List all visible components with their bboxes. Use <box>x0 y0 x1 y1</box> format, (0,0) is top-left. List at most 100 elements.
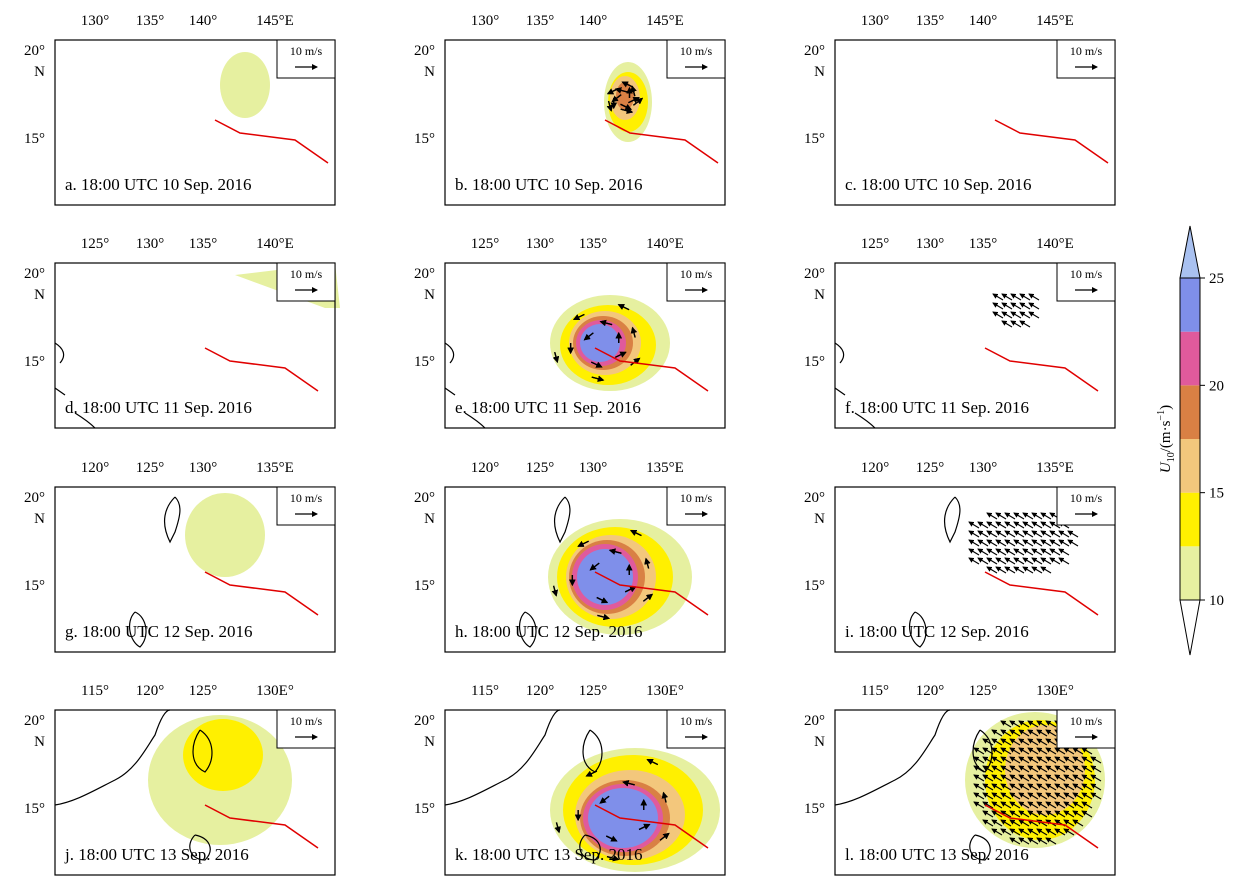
wind-field <box>185 493 265 577</box>
y-tick-label: N <box>814 511 825 527</box>
x-tick-label: 140°E <box>256 236 294 252</box>
map-panel: 10 m/sa. 18:00 UTC 10 Sep. 2016130°135°1… <box>24 13 335 205</box>
wind-arrow <box>987 513 997 519</box>
y-tick-label: 15° <box>414 131 435 147</box>
y-tick-label: N <box>424 287 435 303</box>
x-tick-label: 125° <box>526 460 555 476</box>
y-tick-label: N <box>424 511 435 527</box>
x-tick-label: 135° <box>969 236 998 252</box>
x-tick-label: 135°E <box>256 460 294 476</box>
wind-arrow <box>1005 513 1015 519</box>
wind-arrow <box>1005 522 1015 528</box>
x-tick-label: 115° <box>861 683 889 699</box>
wind-arrow <box>1020 321 1030 327</box>
wind-arrow <box>1032 522 1042 528</box>
wind-arrow <box>1032 567 1042 573</box>
x-tick-label: 145°E <box>256 13 294 29</box>
x-tick-label: 115° <box>471 683 499 699</box>
wind-arrow <box>1002 312 1012 318</box>
figure: 10 m/sa. 18:00 UTC 10 Sep. 2016130°135°1… <box>0 0 1250 878</box>
x-tick-label: 115° <box>81 683 109 699</box>
y-tick-label: N <box>34 734 45 750</box>
x-tick-label: 130E° <box>1036 683 1074 699</box>
colorbar-tick-label: 10 <box>1209 593 1224 609</box>
reference-label: 10 m/s <box>1070 491 1103 505</box>
x-tick-label: 140°E <box>646 236 684 252</box>
y-tick-label: 15° <box>24 801 45 817</box>
x-tick-label: 130E° <box>256 683 294 699</box>
panel-label: b. 18:00 UTC 10 Sep. 2016 <box>455 175 642 194</box>
wind-arrow <box>1041 558 1051 564</box>
wind-arrow <box>1020 303 1030 309</box>
wind-arrow <box>969 558 979 564</box>
y-tick-label: 15° <box>414 354 435 370</box>
x-tick-label: 145°E <box>646 13 684 29</box>
reference-label: 10 m/s <box>290 714 323 728</box>
wind-arrow <box>1014 567 1024 573</box>
wind-arrow <box>1020 294 1030 300</box>
x-tick-label: 130° <box>526 236 555 252</box>
map-panel: 10 m/sb. 18:00 UTC 10 Sep. 2016130°135°1… <box>414 13 725 205</box>
colorbar-bin <box>1180 385 1200 439</box>
wind-arrow <box>1041 567 1051 573</box>
map-panel: 10 m/sg. 18:00 UTC 12 Sep. 2016120°125°1… <box>24 460 335 652</box>
reference-label: 10 m/s <box>680 491 713 505</box>
x-tick-label: 145°E <box>1036 13 1074 29</box>
y-tick-label: 15° <box>804 131 825 147</box>
x-tick-label: 135° <box>526 13 555 29</box>
x-tick-label: 125° <box>861 236 890 252</box>
y-tick-label: 15° <box>414 801 435 817</box>
reference-label: 10 m/s <box>290 491 323 505</box>
wind-arrow <box>1041 549 1051 555</box>
map-panel: 10 m/se. 18:00 UTC 11 Sep. 2016125°130°1… <box>414 236 725 428</box>
colorbar-under <box>1180 600 1200 655</box>
wind-arrow <box>1068 540 1078 546</box>
x-tick-label: 140° <box>579 13 608 29</box>
reference-label: 10 m/s <box>1070 267 1103 281</box>
wind-arrow <box>978 558 988 564</box>
x-tick-label: 120° <box>916 683 945 699</box>
wind-arrow <box>1050 531 1060 537</box>
wind-arrow <box>1041 531 1051 537</box>
reference-label: 10 m/s <box>1070 714 1103 728</box>
wind-arrow <box>1032 549 1042 555</box>
wind-arrow <box>1041 522 1051 528</box>
wind-arrow <box>1032 531 1042 537</box>
wind-arrow <box>969 531 979 537</box>
wind-arrow <box>978 531 988 537</box>
y-tick-label: 20° <box>804 266 825 282</box>
wind-arrow <box>1032 513 1042 519</box>
y-tick-label: N <box>814 287 825 303</box>
y-tick-label: 15° <box>804 578 825 594</box>
wind-arrow <box>1011 303 1021 309</box>
wind-arrow <box>1023 567 1033 573</box>
x-tick-label: 120° <box>861 460 890 476</box>
colorbar-bin <box>1180 332 1200 386</box>
y-tick-label: 20° <box>804 713 825 729</box>
wind-arrow <box>1011 321 1021 327</box>
wind-arrow <box>1032 558 1042 564</box>
panel-label: a. 18:00 UTC 10 Sep. 2016 <box>65 175 252 194</box>
reference-label: 10 m/s <box>290 267 323 281</box>
wind-arrow <box>1014 558 1024 564</box>
y-tick-label: 15° <box>24 354 45 370</box>
y-tick-label: N <box>424 734 435 750</box>
y-tick-label: 15° <box>804 801 825 817</box>
x-tick-label: 130° <box>189 460 218 476</box>
wind-arrow <box>1002 321 1012 327</box>
map-panel: 10 m/sl. 18:00 UTC 13 Sep. 2016115°120°1… <box>804 683 1115 875</box>
wind-arrow <box>1059 540 1069 546</box>
x-tick-label: 125° <box>81 236 110 252</box>
y-tick-label: 15° <box>24 578 45 594</box>
reference-label: 10 m/s <box>680 267 713 281</box>
wind-field <box>220 52 270 118</box>
wind-arrow <box>987 522 997 528</box>
wind-arrow <box>993 294 1003 300</box>
typhoon-track <box>205 348 318 391</box>
typhoon-track <box>985 572 1098 615</box>
wind-arrow <box>1014 549 1024 555</box>
x-tick-label: 130° <box>916 236 945 252</box>
wind-arrow <box>987 540 997 546</box>
wind-arrow <box>1050 540 1060 546</box>
x-tick-label: 135°E <box>1036 460 1074 476</box>
